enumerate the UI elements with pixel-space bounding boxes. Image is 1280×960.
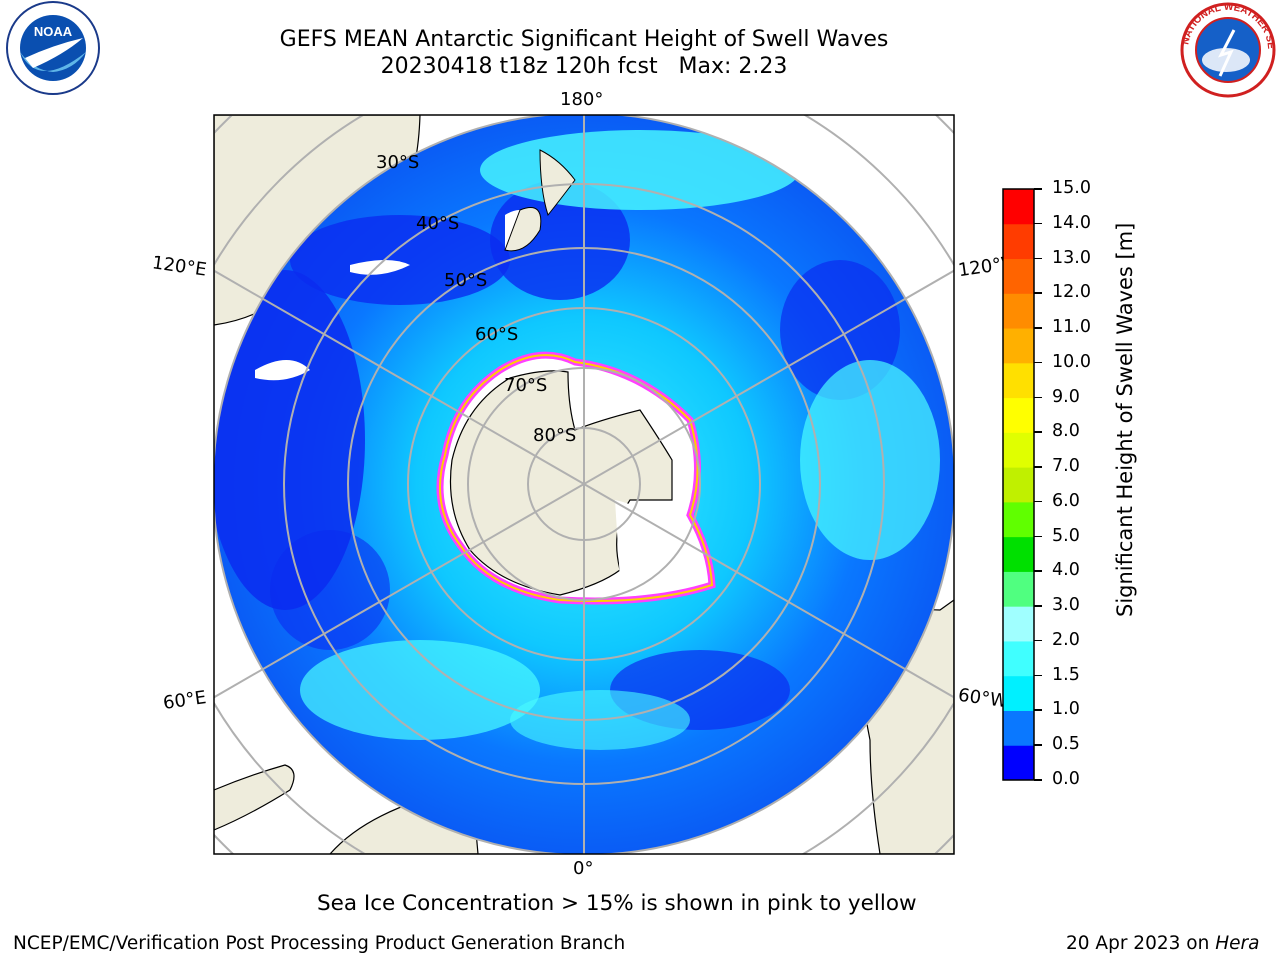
colorbar-tick-mark (1034, 292, 1042, 294)
new-zealand-land (539, 149, 576, 217)
lat-label-30s: 30°S (376, 152, 420, 173)
colorbar-label-text: Significant Height of Swell Waves [m] (1113, 222, 1137, 617)
colorbar-tick-label: 8.0 (1052, 421, 1080, 442)
colorbar-swatch (1003, 606, 1034, 642)
colorbar-tick-label: 11.0 (1052, 317, 1091, 338)
colorbar-swatch (1003, 258, 1034, 294)
footer-host: Hera (1215, 933, 1260, 954)
colorbar-swatch (1003, 293, 1034, 329)
colorbar-tick-label: 9.0 (1052, 386, 1080, 407)
colorbar-tick-label: 15.0 (1052, 178, 1091, 198)
lat-label-60s: 60°S (475, 324, 519, 345)
footer-left: NCEP/EMC/Verification Post Processing Pr… (13, 933, 626, 954)
colorbar-tick-mark (1034, 188, 1042, 190)
colorbar-tick-label: 10.0 (1052, 351, 1091, 372)
colorbar-tick-label: 0.0 (1052, 769, 1080, 789)
colorbar-tick-mark (1034, 327, 1042, 329)
colorbar-swatch (1003, 571, 1034, 607)
colorbar-tick-label: 7.0 (1052, 456, 1080, 477)
colorbar-swatch (1003, 467, 1034, 503)
colorbar-tick-mark (1034, 500, 1042, 503)
colorbar-swatch (1003, 710, 1034, 746)
lat-label-80s: 80°S (533, 425, 577, 446)
colorbar-swatch (1003, 675, 1034, 711)
colorbar-swatch (1003, 745, 1034, 781)
map-subtitle: 20230418 t18z 120h fcst Max: 2.23 (380, 54, 788, 79)
colorbar-tick-mark (1034, 779, 1042, 781)
lat-label-70s: 70°S (504, 375, 548, 396)
colorbar-tick-mark (1034, 709, 1042, 711)
colorbar-swatch (1003, 640, 1034, 677)
colorbar-swatch (1003, 189, 1034, 225)
colorbar (1002, 188, 1035, 781)
colorbar-swatch (1003, 501, 1034, 538)
lon-label-0: 0° (573, 858, 594, 879)
colorbar-swatch (1003, 397, 1034, 433)
colorbar-tick-label: 0.5 (1052, 734, 1080, 755)
colorbar-swatch (1003, 328, 1034, 364)
lat-label-40s: 40°S (416, 213, 460, 234)
colorbar-tick-label: 2.0 (1052, 629, 1080, 650)
colorbar-tick-mark (1034, 466, 1042, 468)
madagascar-land (214, 764, 295, 831)
colorbar-swatch (1003, 432, 1034, 468)
colorbar-tick-mark (1034, 396, 1042, 399)
noaa-logo: NOAA (6, 1, 100, 95)
colorbar-tick-mark (1034, 639, 1042, 642)
colorbar-tick-mark (1034, 431, 1042, 433)
graticule (214, 115, 954, 854)
sea-ice-note: Sea Ice Concentration > 15% is shown in … (317, 891, 917, 916)
colorbar-tick-label: 4.0 (1052, 560, 1080, 581)
colorbar-tick-mark (1034, 361, 1042, 364)
colorbar-tick-mark (1034, 605, 1042, 607)
colorbar-tick-mark (1034, 674, 1042, 677)
colorbar-tick-mark (1034, 257, 1042, 260)
colorbar-tick-label: 1.0 (1052, 699, 1080, 720)
map-title: GEFS MEAN Antarctic Significant Height o… (279, 27, 889, 52)
footer-right: 20 Apr 2023 on Hera (1066, 933, 1259, 954)
colorbar-tick-label: 12.0 (1052, 282, 1091, 303)
colorbar-tick-mark (1034, 570, 1042, 572)
noaa-logo-text: NOAA (34, 24, 73, 39)
colorbar-tick-label: 6.0 (1052, 490, 1080, 511)
colorbar-tick-label: 1.5 (1052, 664, 1080, 685)
nws-logo: NATIONAL WEATHER SERVICE (1176, 0, 1276, 98)
lat-label-50s: 50°S (444, 270, 488, 291)
map-frame (213, 114, 955, 855)
colorbar-tick-mark (1034, 222, 1042, 225)
colorbar-swatch (1003, 223, 1034, 260)
colorbar-tick-label: 5.0 (1052, 525, 1080, 546)
colorbar-tick-mark (1034, 744, 1042, 746)
colorbar-tick-label: 13.0 (1052, 247, 1091, 268)
colorbar-swatch (1003, 362, 1034, 399)
antarctica-land (449, 370, 673, 596)
colorbar-tick-label: 3.0 (1052, 595, 1080, 616)
footer-date: 20 Apr 2023 on (1066, 933, 1216, 954)
colorbar-tick-mark (1034, 535, 1042, 538)
lon-label-180: 180° (560, 89, 604, 110)
colorbar-label: Significant Height of Swell Waves [m] (1112, 222, 1138, 617)
colorbar-swatch (1003, 536, 1034, 572)
colorbar-tick-label: 14.0 (1052, 212, 1091, 233)
